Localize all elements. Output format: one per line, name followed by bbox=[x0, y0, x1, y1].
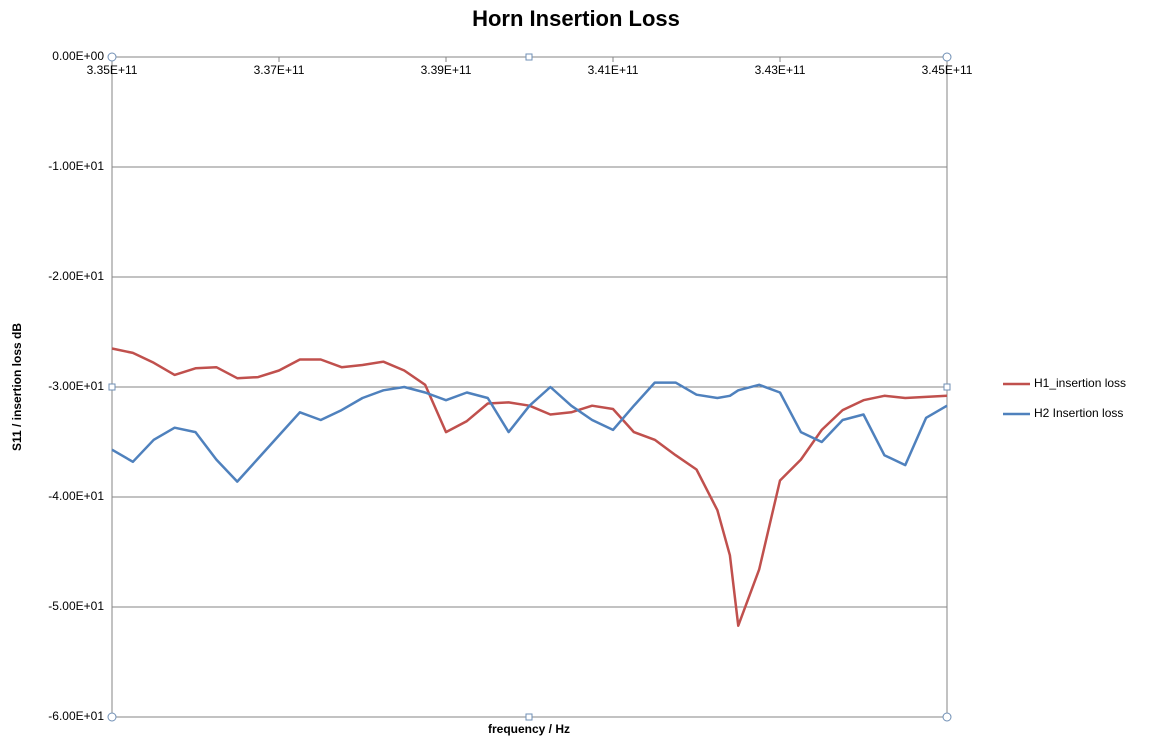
y-tick-label: -5.00E+01 bbox=[48, 599, 104, 613]
y-tick-label: -1.00E+01 bbox=[48, 159, 104, 173]
x-tick-label: 3.43E+11 bbox=[755, 63, 806, 77]
selection-handle bbox=[108, 383, 116, 391]
x-tick-label: 3.41E+11 bbox=[588, 63, 639, 77]
selection-handle bbox=[525, 53, 533, 61]
selection-handle bbox=[943, 383, 951, 391]
y-tick-label: -4.00E+01 bbox=[48, 489, 104, 503]
x-tick-label: 3.37E+11 bbox=[254, 63, 305, 77]
y-tick-label: -2.00E+01 bbox=[48, 269, 104, 283]
selection-handle bbox=[525, 713, 533, 721]
selection-handle bbox=[942, 712, 952, 722]
selection-handle bbox=[107, 712, 117, 722]
x-tick-label: 3.39E+11 bbox=[421, 63, 472, 77]
y-tick-label: 0.00E+00 bbox=[52, 49, 104, 63]
legend-label: H2 Insertion loss bbox=[1034, 406, 1123, 420]
selection-handle bbox=[107, 52, 117, 62]
data-line bbox=[111, 347, 948, 627]
selection-handle bbox=[942, 52, 952, 62]
legend-label: H1_insertion loss bbox=[1034, 376, 1126, 390]
chart-title: Horn Insertion Loss bbox=[472, 6, 680, 31]
data-line bbox=[111, 381, 948, 483]
x-axis-label: frequency / Hz bbox=[488, 722, 570, 736]
plot bbox=[111, 56, 948, 718]
x-tick-label: 3.35E+11 bbox=[87, 63, 138, 77]
y-tick-label: -3.00E+01 bbox=[48, 379, 104, 393]
y-axis-label: S11 / insertion loss dB bbox=[10, 323, 24, 451]
x-tick-label: 3.45E+11 bbox=[922, 63, 973, 77]
y-tick-label: -6.00E+01 bbox=[48, 709, 104, 723]
